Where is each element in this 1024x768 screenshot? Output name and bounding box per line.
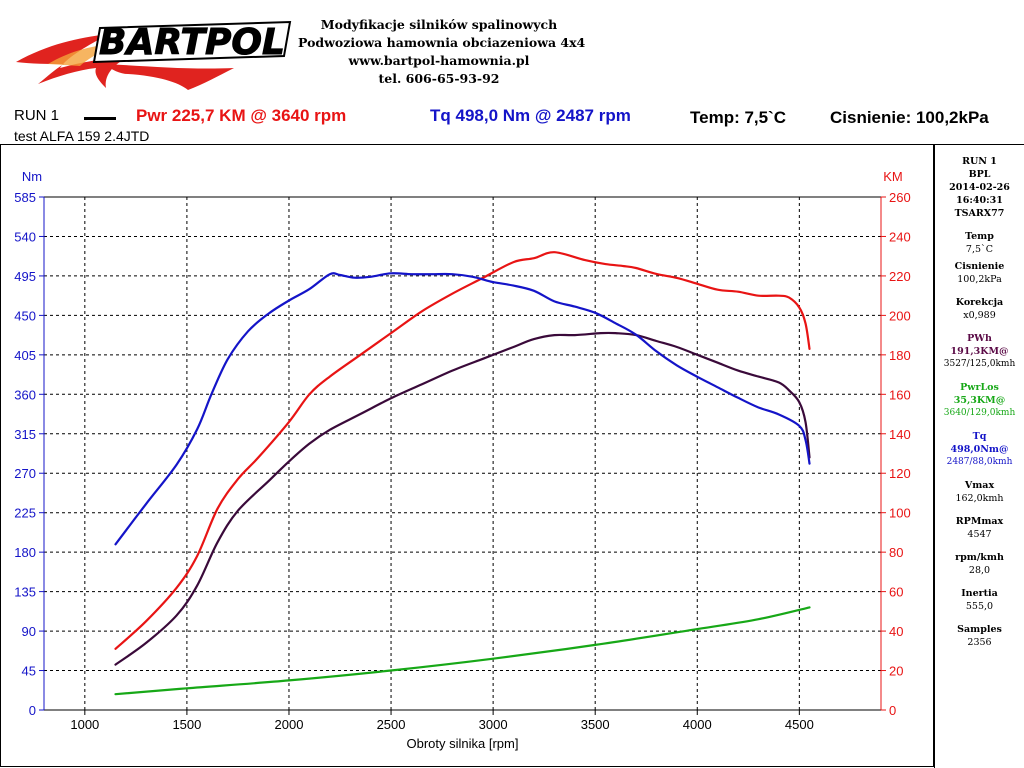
- y-left-tick-label: 135: [14, 585, 36, 600]
- y-right-tick-label: 120: [889, 466, 911, 481]
- run-details-panel: RUN 1 BPL 2014-02-26 16:40:31 TSARX77 Te…: [934, 144, 1024, 768]
- y-right-tick-label: 240: [889, 229, 911, 244]
- sb-pwh-sub: 3527/125,0kmh: [943, 359, 1016, 369]
- plot-area: [43, 196, 882, 711]
- company-info: Modyfikacje silników spalinowych Podwozi…: [298, 16, 586, 88]
- y-left-tick-label: 45: [22, 664, 36, 679]
- y-right-tick-label: 260: [889, 190, 911, 205]
- sb-tq-value: 498,0Nm@: [950, 444, 1009, 455]
- pressure-summary: Cisnienie: 100,2kPa: [830, 108, 989, 127]
- y-right-axis-title: KM: [883, 169, 903, 184]
- x-tick-label: 2500: [377, 717, 406, 732]
- sb-pwrlos-sub: 3640/129,0kmh: [943, 408, 1016, 418]
- torque-series-line: [114, 272, 811, 546]
- sb-rpmkmh-label: rpm/kmh: [955, 552, 1004, 563]
- run-legend-line: [84, 117, 116, 120]
- y-right-tick-label: 160: [889, 387, 911, 402]
- run-label: RUN 1: [14, 107, 60, 124]
- x-tick-label: 3000: [479, 717, 508, 732]
- sb-rpmkmh-value: 28,0: [968, 565, 991, 576]
- sb-temp-value: 7,5`C: [965, 244, 994, 255]
- y-left-tick-label: 180: [14, 545, 36, 560]
- sb-korekcja-label: Korekcja: [955, 297, 1004, 308]
- y-right-tick-label: 40: [889, 624, 903, 639]
- power-series-line: [114, 251, 811, 650]
- sb-id: TSARX77: [954, 208, 1005, 219]
- y-right-tick-label: 100: [889, 506, 911, 521]
- sb-vmax-label: Vmax: [964, 480, 995, 491]
- y-left-tick-label: 90: [22, 624, 36, 639]
- sb-temp-label: Temp: [965, 231, 994, 242]
- x-tick-label: 1000: [70, 717, 99, 732]
- y-right-tick-label: 200: [889, 308, 911, 323]
- sb-pwh-label: PWh: [967, 333, 992, 344]
- y-right-tick-label: 0: [889, 703, 896, 718]
- y-left-tick-label: 270: [14, 466, 36, 481]
- sb-inertia-label: Inertia: [961, 588, 998, 599]
- x-tick-label: 3500: [581, 717, 610, 732]
- svg-text:BARTPOL: BARTPOL: [99, 22, 285, 63]
- sb-korekcja-value: x0,989: [963, 310, 996, 321]
- y-left-tick-label: 495: [14, 269, 36, 284]
- torque-summary: Tq 498,0 Nm @ 2487 rpm: [430, 106, 631, 125]
- y-right-tick-label: 80: [889, 545, 903, 560]
- y-right-tick-label: 140: [889, 427, 911, 442]
- info-line: www.bartpol-hamownia.pl: [348, 53, 530, 68]
- y-left-tick-label: 450: [14, 308, 36, 323]
- sb-pwh-value: 191,3KM@: [950, 346, 1009, 357]
- sb-press-value: 100,2kPa: [957, 274, 1002, 285]
- info-line: tel. 606-65-93-92: [378, 71, 500, 86]
- y-left-tick-label: 315: [14, 427, 36, 442]
- sb-rpmmax-value: 4547: [967, 529, 992, 540]
- y-right-tick-label: 60: [889, 585, 903, 600]
- y-left-tick-label: 405: [14, 348, 36, 363]
- sb-tq-sub: 2487/88,0kmh: [946, 457, 1013, 467]
- info-line: Podwoziowa hamownia obciazeniowa 4x4: [298, 35, 586, 50]
- x-tick-label: 2000: [275, 717, 304, 732]
- sb-samples-value: 2356: [967, 637, 992, 648]
- sb-date: 2014-02-26: [949, 182, 1010, 193]
- header: BARTPOL Modyfikacje silników spalinowych…: [0, 0, 1024, 96]
- sb-time: 16:40:31: [956, 195, 1003, 206]
- loss-power-series-line: [114, 606, 811, 696]
- sb-samples-label: Samples: [957, 624, 1002, 635]
- sb-run: RUN 1: [962, 156, 997, 167]
- x-axis-title: Obroty silnika [rpm]: [407, 736, 519, 751]
- y-right-tick-label: 180: [889, 348, 911, 363]
- bartpol-logo: BARTPOL: [16, 20, 292, 90]
- sb-press-label: Cisnienie: [954, 261, 1005, 272]
- sb-inertia-value: 555,0: [965, 601, 994, 612]
- sb-pwrlos-label: PwrLos: [960, 382, 999, 393]
- sb-rpmmax-label: RPMmax: [955, 516, 1004, 527]
- sb-tq-label: Tq: [972, 431, 987, 442]
- y-left-tick-label: 585: [14, 190, 36, 205]
- sb-pwrlos-value: 35,3KM@: [953, 395, 1006, 406]
- x-tick-label: 4500: [785, 717, 814, 732]
- y-right-tick-label: 220: [889, 269, 911, 284]
- y-left-tick-label: 360: [14, 387, 36, 402]
- x-tick-label: 4000: [683, 717, 712, 732]
- test-label: test ALFA 159 2.4JTD: [14, 128, 150, 144]
- info-line: Modyfikacje silników spalinowych: [320, 17, 558, 32]
- chart-frame: [0, 144, 934, 767]
- sb-vmax-value: 162,0kmh: [955, 493, 1004, 504]
- y-right-tick-label: 20: [889, 664, 903, 679]
- y-left-tick-label: 0: [29, 703, 36, 718]
- y-left-axis-title: Nm: [22, 169, 42, 184]
- y-left-tick-label: 540: [14, 229, 36, 244]
- sb-code: BPL: [968, 169, 991, 180]
- wheel-power-series-line: [114, 331, 811, 666]
- temperature-summary: Temp: 7,5`C: [690, 108, 787, 127]
- y-left-tick-label: 225: [14, 506, 36, 521]
- x-tick-label: 1500: [172, 717, 201, 732]
- power-summary: Pwr 225,7 KM @ 3640 rpm: [136, 106, 347, 125]
- dyno-chart: 1000 1500 2000 2500 3000 3500 4000 450004590135…: [0, 144, 934, 767]
